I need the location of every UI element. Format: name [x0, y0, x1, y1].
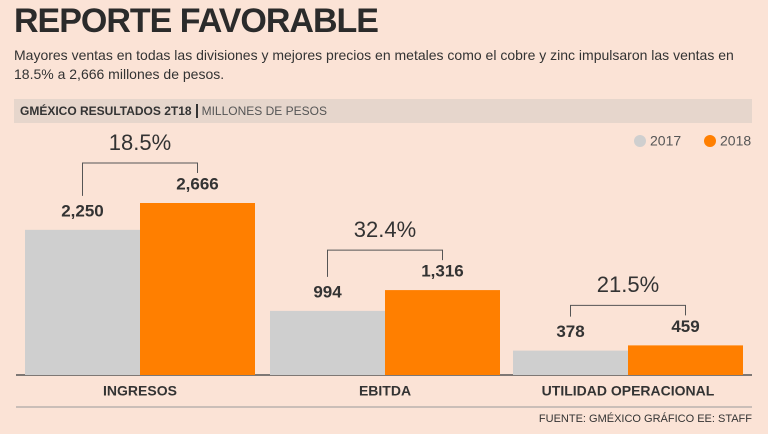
bar — [628, 345, 743, 375]
header-band: GMÉXICO RESULTADOS 2T18 MILLONES DE PESOS — [14, 99, 752, 123]
bar — [385, 290, 500, 375]
legend-marker — [634, 135, 646, 147]
band-title: GMÉXICO RESULTADOS 2T18 — [20, 104, 192, 118]
legend-label: 2018 — [720, 133, 751, 149]
value-label: 378 — [556, 322, 584, 341]
source: FUENTE: GMÉXICO GRÁFICO EE: STAFF — [539, 412, 752, 425]
chart-subtitle: Mayores ventas en todas las divisiones y… — [14, 47, 734, 82]
x-tick-label: UTILIDAD OPERACIONAL — [542, 383, 715, 399]
growth-label: 18.5% — [109, 130, 171, 155]
legend-label: 2017 — [650, 133, 681, 149]
growth-bracket — [570, 304, 686, 317]
value-label: 2,666 — [176, 174, 219, 193]
value-label: 459 — [671, 317, 699, 336]
x-tick-label: EBITDA — [359, 383, 411, 399]
bar — [513, 350, 628, 375]
bar — [270, 310, 385, 375]
band-unit: MILLONES DE PESOS — [195, 104, 327, 118]
growth-label: 21.5% — [597, 272, 659, 297]
growth-label: 32.4% — [354, 217, 416, 242]
bar — [25, 229, 140, 375]
x-tick-label: INGRESOS — [103, 383, 177, 399]
legend-marker — [704, 135, 716, 147]
value-label: 1,316 — [421, 262, 464, 281]
growth-bracket — [327, 249, 443, 277]
growth-bracket — [82, 162, 198, 196]
value-label: 2,250 — [61, 201, 104, 220]
bar — [140, 203, 255, 375]
value-label: 994 — [313, 282, 342, 301]
chart-title: REPORTE FAVORABLE — [14, 2, 379, 40]
